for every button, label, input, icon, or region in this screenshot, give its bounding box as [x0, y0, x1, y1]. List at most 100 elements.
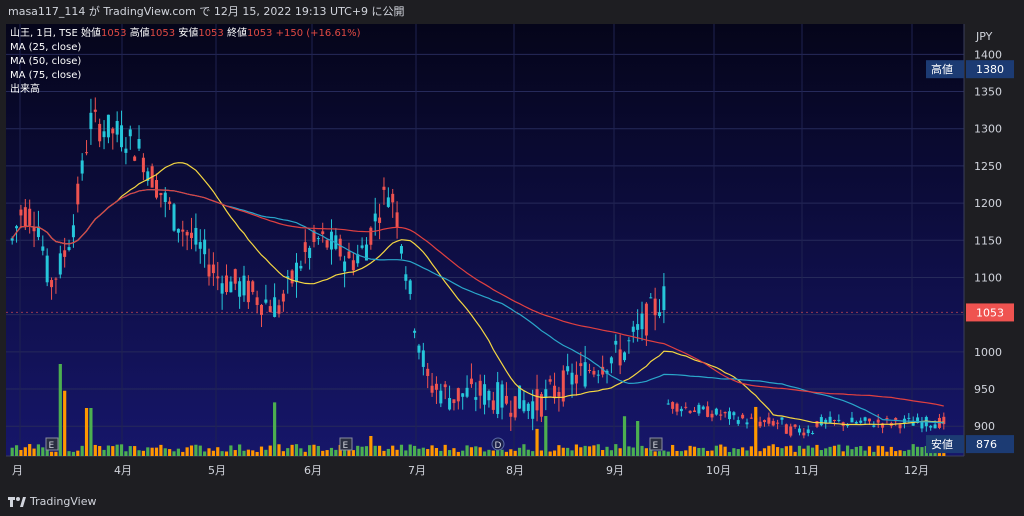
volume-bar [373, 445, 377, 456]
volume-bar [71, 451, 76, 456]
ma50-label[interactable]: MA (50, close) [10, 56, 82, 67]
candle-body [811, 432, 815, 434]
candle-body [316, 238, 320, 240]
volume-bar [133, 446, 137, 456]
candle-body [609, 357, 613, 364]
candle-body [255, 297, 259, 305]
volume-label[interactable]: 出来高 [10, 84, 40, 95]
volume-bar [776, 447, 780, 456]
candle-body [736, 420, 740, 424]
volume-bar [837, 444, 841, 456]
candle-body [268, 306, 272, 313]
volume-bar [395, 449, 399, 456]
price-chart[interactable]: 1400135013001250120011501100105010009509… [6, 24, 1018, 486]
candle-body [242, 275, 246, 296]
candle-body [41, 246, 45, 251]
volume-bar [736, 449, 740, 456]
volume-bar [701, 447, 705, 456]
low-marker-label: 安値 [931, 437, 953, 451]
candle-body [312, 230, 316, 242]
volume-bar [10, 447, 14, 456]
candle-body [273, 297, 277, 317]
volume-bar [76, 450, 80, 456]
volume-bar [286, 448, 290, 456]
chart-legend: 山王, 1日, TSE 始値1053 高値1053 安値1053 終値1053 … [10, 27, 361, 97]
open-label: 始値 [81, 28, 102, 39]
volume-bar [325, 450, 329, 456]
volume-bar [885, 451, 889, 456]
volume-bar [605, 446, 609, 456]
candle-body [776, 422, 780, 424]
candle-body [106, 114, 110, 138]
ma25-line [11, 162, 944, 426]
volume-bar [430, 445, 434, 456]
volume-bar [561, 447, 565, 456]
y-tick-label: 950 [974, 383, 995, 396]
candle-body [911, 422, 915, 426]
volume-bar [128, 446, 132, 456]
candle-body [36, 226, 40, 238]
volume-bar [229, 445, 233, 456]
volume-bar [461, 450, 465, 456]
ma75-label[interactable]: MA (75, close) [10, 70, 82, 81]
candle-body [378, 217, 382, 223]
volume-bar [281, 451, 285, 456]
candle-body [679, 408, 683, 412]
volume-bar [657, 451, 662, 456]
y-tick-label: 1250 [974, 160, 1002, 173]
candle-body [98, 123, 102, 142]
candle-body [553, 385, 557, 399]
volume-bar [146, 447, 150, 456]
volume-bar [447, 450, 452, 456]
candle-body [745, 422, 749, 425]
volume-bar [119, 444, 124, 456]
volume-bar [259, 446, 264, 456]
volume-bar [377, 445, 382, 456]
volume-bar [67, 451, 71, 456]
candle-body [806, 429, 810, 434]
chart-area[interactable]: 1400135013001250120011501100105010009509… [6, 24, 1018, 486]
candle-body [706, 406, 710, 417]
candle-body [334, 235, 338, 249]
event-marker-label: E [653, 441, 659, 451]
candle-body [176, 228, 180, 233]
volume-bar [347, 446, 351, 456]
candle-body [417, 345, 421, 353]
candle-body [623, 352, 627, 361]
volume-bar [815, 444, 819, 456]
candle-body [198, 242, 202, 249]
symbol-label[interactable]: 山王, 1日, TSE [10, 28, 78, 39]
volume-bar [417, 448, 421, 456]
volume-bar [181, 451, 185, 456]
candle-body [299, 265, 303, 269]
candle-body [434, 383, 438, 390]
ma25-label[interactable]: MA (25, close) [10, 42, 82, 53]
candle-body [797, 428, 801, 433]
candle-body [693, 410, 697, 413]
tradingview-logo[interactable]: TradingView [8, 495, 96, 508]
volume-bar [522, 444, 526, 456]
volume-bar [675, 450, 679, 456]
high-marker-value-badge [966, 60, 1014, 79]
volume-bar [789, 445, 793, 456]
volume-bar [907, 449, 911, 456]
candle-body [456, 388, 460, 402]
volume-bar [54, 451, 58, 456]
candle-body [561, 370, 565, 402]
candle-body [211, 264, 215, 274]
volume-bar [697, 448, 701, 456]
candle-body [574, 374, 578, 384]
volume-bar [93, 444, 97, 456]
volume-bar [552, 450, 557, 456]
candle-body [395, 212, 399, 228]
candle-body [557, 391, 561, 397]
change-value: +150 (+16.61%) [275, 28, 361, 39]
volume-bar [596, 444, 600, 456]
volume-bar [618, 448, 622, 456]
volume-bar [115, 444, 119, 456]
candle-body [364, 244, 368, 261]
volume-bar [434, 447, 439, 456]
volume-bar [767, 445, 771, 456]
volume-bar [211, 450, 215, 456]
candle-body [513, 396, 517, 418]
